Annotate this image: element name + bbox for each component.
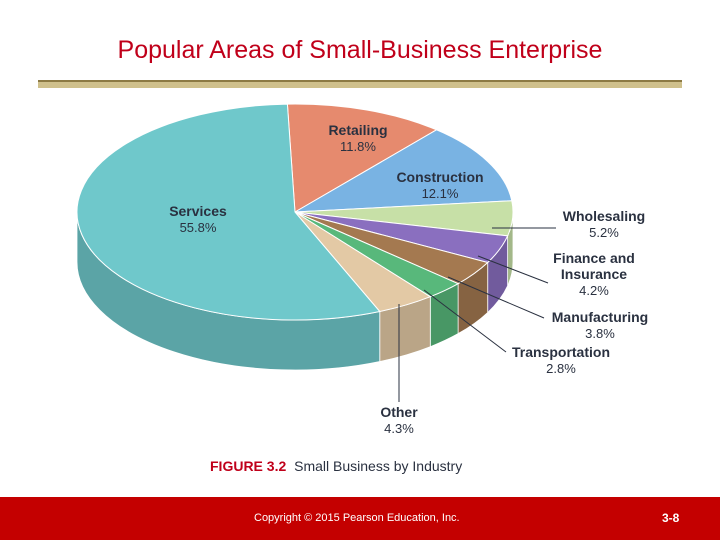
slice-value-construction: 12.1% [422,186,459,201]
leader-line-finance-and-insurance [477,255,549,284]
slice-value-manufacturing: 3.8% [585,326,615,341]
pie-slice-retailing [286,103,438,213]
slice-value-other: 4.3% [384,421,414,436]
pie-tops [76,103,514,321]
slice-value-services: 55.8% [180,220,217,235]
slice-label-transportation: Transportation [512,344,610,360]
figure-number: FIGURE 3.2 [210,458,287,474]
slice-label-wholesaling: Wholesaling [563,208,645,224]
pie-slice-construction [294,129,513,213]
title-rule-accent [38,80,682,82]
slice-label-services: Services [169,203,227,219]
page-number: 3-8 [662,511,680,525]
slice-value-transportation: 2.8% [546,361,576,376]
slice-label-finance-and-insurance: Insurance [561,266,627,282]
slice-label-manufacturing: Manufacturing [552,309,648,325]
title-rule [38,80,682,88]
pie-slice-services [76,103,381,321]
figure-caption: FIGURE 3.2 Small Business by Industry [210,458,462,474]
slide-title: Popular Areas of Small-Business Enterpri… [117,36,603,64]
slice-label-construction: Construction [396,169,483,185]
copyright-text: Copyright © 2015 Pearson Education, Inc. [254,512,460,524]
pie-leaders [398,227,556,402]
footer-bar: Copyright © 2015 Pearson Education, Inc.… [0,497,720,540]
slice-label-retailing: Retailing [328,122,387,138]
slice-label-finance-and-insurance: Finance and [553,250,635,266]
slice-label-other: Other [380,404,418,420]
slice-value-finance-and-insurance: 4.2% [579,283,609,298]
figure-caption-text: Small Business by Industry [294,458,463,474]
slice-value-retailing: 11.8% [340,139,376,154]
leader-line-transportation [423,289,507,353]
slice-value-wholesaling: 5.2% [589,225,619,240]
leader-line-manufacturing [447,276,545,319]
pie-sides [76,211,514,371]
